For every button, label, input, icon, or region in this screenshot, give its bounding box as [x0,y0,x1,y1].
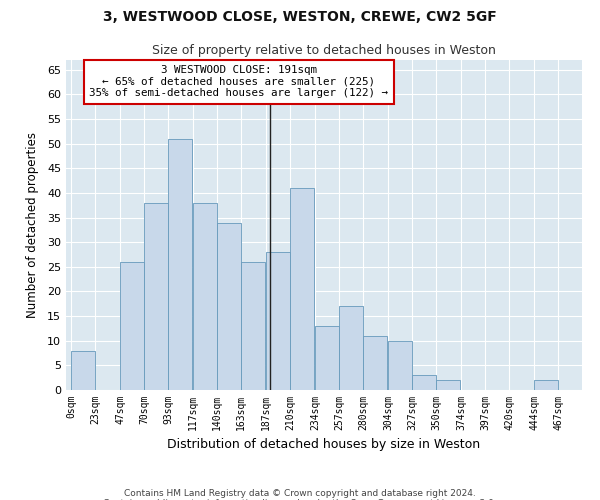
Bar [363,336,387,390]
Bar [120,262,144,390]
X-axis label: Distribution of detached houses by size in Weston: Distribution of detached houses by size … [167,438,481,452]
Bar [290,188,314,390]
Bar [168,139,192,390]
Text: 3, WESTWOOD CLOSE, WESTON, CREWE, CW2 5GF: 3, WESTWOOD CLOSE, WESTON, CREWE, CW2 5G… [103,10,497,24]
Bar [144,203,168,390]
Bar [534,380,558,390]
Text: Contains HM Land Registry data © Crown copyright and database right 2024.: Contains HM Land Registry data © Crown c… [124,488,476,498]
Y-axis label: Number of detached properties: Number of detached properties [26,132,38,318]
Bar [412,375,436,390]
Bar [193,203,217,390]
Text: 3 WESTWOOD CLOSE: 191sqm
← 65% of detached houses are smaller (225)
35% of semi-: 3 WESTWOOD CLOSE: 191sqm ← 65% of detach… [89,65,388,98]
Bar [266,252,290,390]
Bar [241,262,265,390]
Bar [315,326,339,390]
Text: Contains public sector information licensed under the Open Government Licence v3: Contains public sector information licen… [103,498,497,500]
Bar [339,306,363,390]
Bar [71,350,95,390]
Title: Size of property relative to detached houses in Weston: Size of property relative to detached ho… [152,44,496,58]
Bar [436,380,460,390]
Bar [388,340,412,390]
Bar [217,222,241,390]
